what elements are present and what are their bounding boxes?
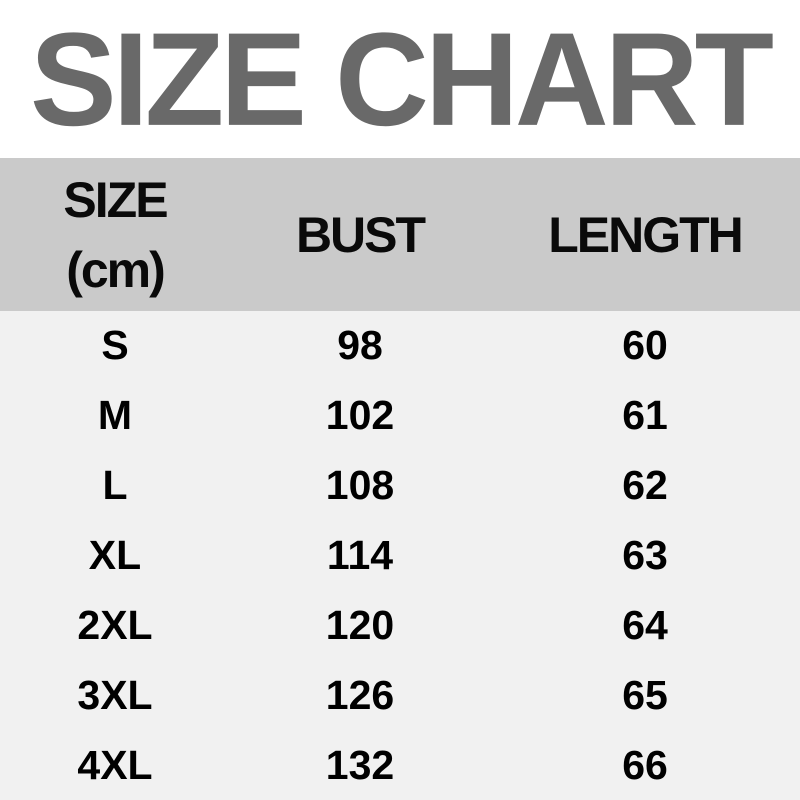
cell-bust: 132 [325,741,395,788]
cell-length: 64 [622,601,668,648]
cell-bust: 120 [325,601,395,648]
cell-size: L [102,462,128,509]
cell-size: 4XL [77,741,153,788]
cell-bust: 114 [326,532,394,578]
header-size-label: SIZE [63,171,168,228]
cell-bust: 126 [325,671,395,718]
cell-size: M [97,392,133,439]
page-title: SIZE CHART [30,4,774,154]
table-body: S 98 60 M 102 61 L 108 62 XL 114 63 2XL [0,311,800,800]
table-row: 4XL 132 66 [0,730,800,800]
table-row: L 108 62 [0,451,800,521]
cell-size: XL [88,532,142,578]
table-row: S 98 60 [0,311,800,381]
cell-size: 3XL [77,671,153,718]
table-row: 3XL 126 65 [0,660,800,730]
header-size-cm: SIZE (cm) [0,165,230,305]
cell-size: S [101,322,129,369]
header-cm-label: (cm) [66,241,166,298]
table-row: XL 114 63 [0,521,800,591]
cell-length: 63 [622,532,668,578]
title-section: SIZE CHART [0,0,800,158]
table-row: M 102 61 [0,381,800,451]
table-row: 2XL 120 64 [0,590,800,660]
header-bust: BUST [295,206,426,263]
cell-bust: 102 [325,392,395,439]
size-table: SIZE (cm) BUST LENGTH S 98 60 M 102 61 L… [0,158,800,800]
cell-length: 65 [622,671,668,718]
cell-size: 2XL [77,601,153,648]
cell-length: 60 [622,322,668,369]
table-header-row: SIZE (cm) BUST LENGTH [0,158,800,311]
header-length: LENGTH [548,206,744,263]
cell-length: 62 [622,462,668,509]
cell-length: 61 [622,392,668,439]
cell-bust: 98 [337,322,383,369]
cell-bust: 108 [325,462,395,509]
cell-length: 66 [622,741,668,788]
